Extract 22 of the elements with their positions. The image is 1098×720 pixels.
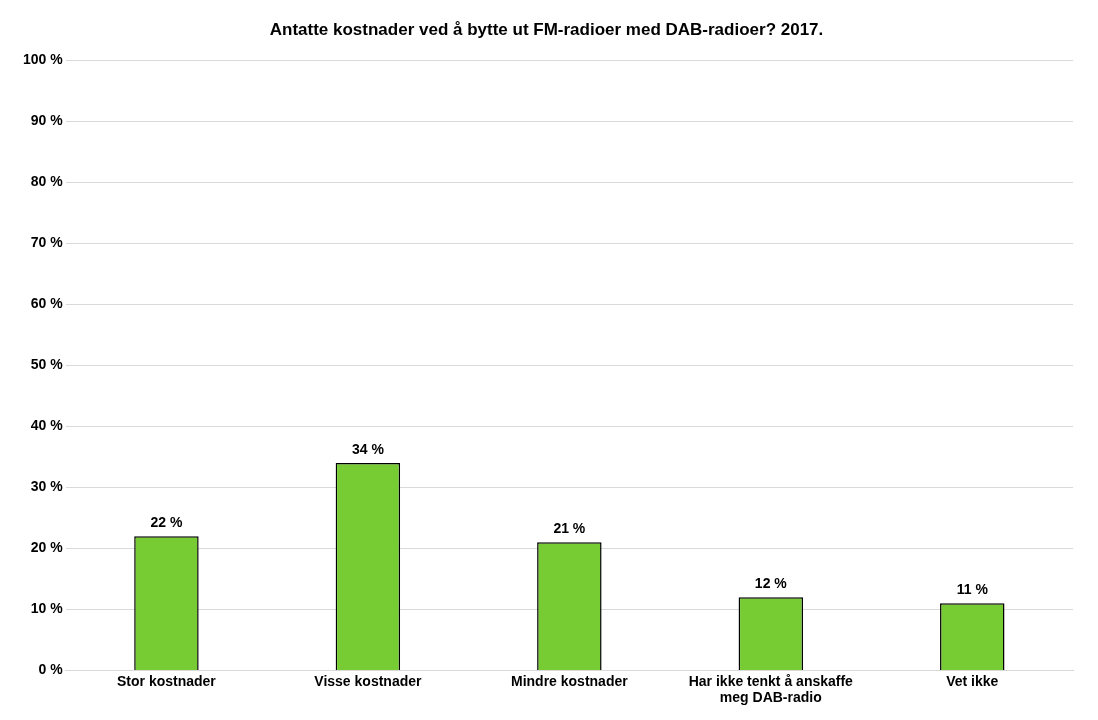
y-tick-label: 90 %	[30, 112, 64, 129]
y-tick-label: 100 %	[22, 51, 64, 68]
data-label: 34 %	[351, 440, 385, 457]
x-tick-label: Mindre kostnader	[511, 672, 629, 689]
y-tick-label: 10 %	[30, 600, 64, 617]
data-label: 11 %	[956, 581, 989, 598]
y-tick-label: 0 %	[38, 661, 64, 678]
x-tick-label: Visse kostnader	[314, 672, 422, 689]
data-label: 12 %	[754, 575, 788, 592]
chart-title: Antatte kostnader ved å bytte ut FM-radioer med DAB-radioer? 2017.	[269, 19, 824, 39]
data-label: 22 %	[150, 514, 183, 531]
y-tick-label: 60 %	[30, 295, 64, 312]
y-tick-label: 80 %	[30, 173, 64, 190]
x-tick-label: Stor kostnader	[117, 672, 217, 689]
y-tick-label: 30 %	[30, 478, 64, 495]
y-tick-label: 50 %	[30, 356, 64, 373]
x-tick-label: Vet ikke	[946, 672, 999, 689]
y-tick-label: 20 %	[30, 539, 64, 556]
x-tick-label: Har ikke tenkt å anskaffe meg DAB-radio	[688, 672, 854, 706]
data-label: 21 %	[553, 520, 586, 537]
y-tick-label: 40 %	[30, 417, 64, 434]
y-tick-label: 70 %	[30, 234, 64, 251]
